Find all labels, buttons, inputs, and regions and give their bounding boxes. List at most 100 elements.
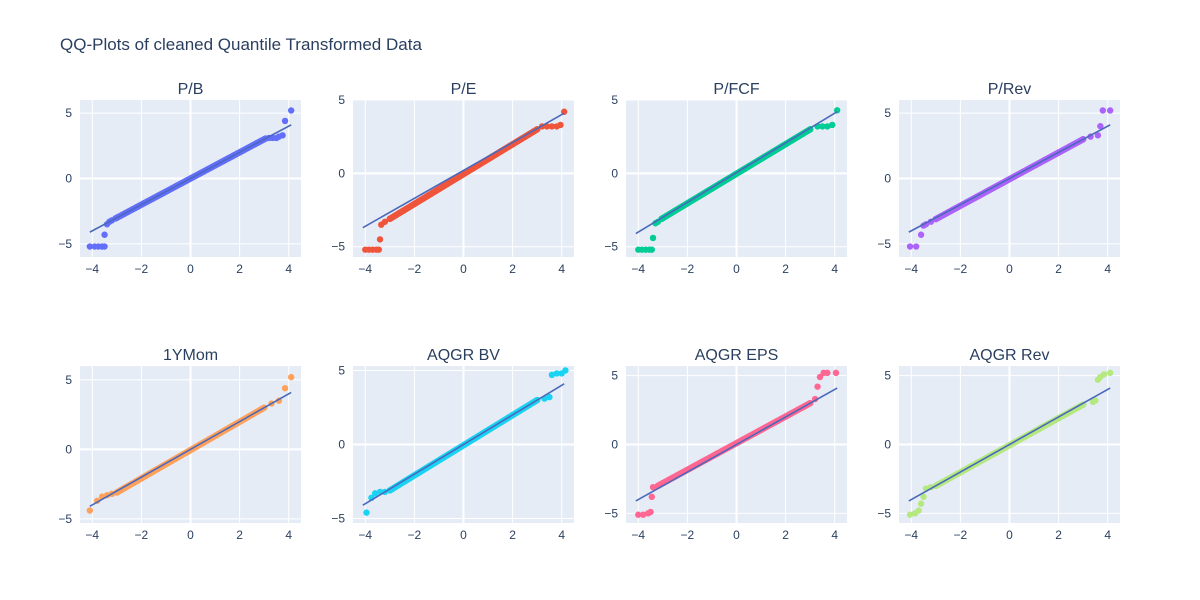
y-tick-label: 0 — [65, 442, 72, 456]
x-tick-label: −2 — [954, 528, 968, 542]
x-tick-label: 0 — [733, 262, 740, 276]
qq-tail-point — [824, 123, 831, 130]
qq-tail-point — [287, 107, 295, 114]
points-p-rev — [906, 107, 1114, 250]
y-tick-label: 5 — [338, 363, 345, 377]
qq-tail-point — [553, 370, 561, 377]
x-tick-label: 0 — [1006, 528, 1013, 542]
x-tick-label: 2 — [782, 528, 789, 542]
qq-tail-point — [281, 117, 289, 125]
y-tick-label: −5 — [604, 240, 618, 254]
subplot-title: P/E — [451, 81, 477, 98]
qq-tail-point — [920, 493, 927, 501]
x-tick-label: 0 — [460, 262, 467, 276]
subplot-aqgr-bv: −4 −2 0 2 4 −5 0 5 AQGR BV — [331, 347, 574, 542]
qq-tail-point — [635, 511, 642, 518]
y-tick-label: 5 — [884, 369, 891, 383]
y-tick-label: 0 — [884, 172, 891, 186]
qq-tail-point — [648, 246, 655, 253]
x-tick-label: −4 — [358, 528, 372, 542]
x-tick-label: 4 — [1104, 262, 1111, 276]
x-tick-label: 4 — [558, 262, 565, 276]
x-tick-label: 0 — [460, 528, 467, 542]
reference-line — [362, 383, 565, 506]
qq-tail-point — [1092, 397, 1099, 404]
qq-tail-point — [281, 385, 289, 392]
x-tick-label: −4 — [85, 528, 99, 542]
reference-line — [362, 112, 565, 229]
x-tick-label: −4 — [631, 528, 645, 542]
y-tick-label: 0 — [884, 438, 891, 452]
subplot-title: AQGR EPS — [695, 347, 779, 364]
qq-tail-point — [86, 507, 94, 514]
reference-line — [635, 111, 838, 235]
subplot-aqgr-rev: −4 −2 0 2 4 −5 0 5 AQGR Rev — [877, 347, 1120, 542]
y-tick-label: −5 — [331, 240, 345, 254]
qq-tail-point — [819, 123, 826, 130]
qq-tail-point — [557, 121, 564, 129]
y-tick-label: 5 — [65, 106, 72, 120]
points-aqgr-rev — [906, 369, 1114, 518]
subplot-title: P/Rev — [988, 81, 1032, 98]
subplot-title: P/B — [178, 81, 204, 98]
qq-tail-point — [101, 231, 108, 238]
subplot-title: AQGR Rev — [969, 347, 1049, 364]
qq-tail-point — [917, 500, 925, 507]
x-tick-label: 0 — [187, 262, 194, 276]
reference-line — [908, 387, 1111, 502]
points-p-fcf — [635, 107, 841, 253]
y-tick-label: −5 — [331, 512, 345, 526]
x-tick-label: −2 — [681, 528, 695, 542]
y-tick-label: 0 — [611, 438, 618, 452]
qq-tail-point — [546, 393, 553, 401]
x-tick-label: 2 — [509, 262, 516, 276]
subplot-p-e: −4 −2 0 2 4 −5 0 5 P/E — [331, 81, 574, 276]
points-1ymom — [86, 373, 295, 514]
subplot-p-b: −4 −2 0 2 4 −5 0 5 P/B — [58, 81, 301, 276]
qq-tail-point — [648, 493, 655, 501]
x-tick-label: 0 — [187, 528, 194, 542]
y-tick-label: 0 — [65, 172, 72, 186]
subplot-grid: −4 −2 0 2 4 −5 0 5 P/B −4 −2 0 2 4 −5 0 5 P/E −4 −2 0 2 4 −5 0 5 P… — [58, 81, 1120, 542]
y-tick-label: 5 — [65, 373, 72, 387]
points-p-e — [362, 108, 568, 253]
qq-tail-point — [1106, 107, 1114, 114]
qq-tail-point — [86, 243, 94, 250]
y-tick-label: 5 — [338, 93, 345, 107]
x-tick-label: −2 — [408, 262, 422, 276]
y-tick-label: −5 — [877, 506, 891, 520]
subplot-aqgr-eps: −4 −2 0 2 4 −5 0 5 AQGR EPS — [604, 347, 847, 542]
reference-line — [635, 387, 838, 502]
x-tick-label: 0 — [1006, 262, 1013, 276]
qq-tail-point — [279, 132, 286, 139]
points-aqgr-bv — [362, 367, 569, 516]
y-tick-label: −5 — [604, 506, 618, 520]
x-tick-label: −2 — [135, 262, 149, 276]
x-tick-label: −4 — [904, 262, 918, 276]
qq-tail-point — [906, 243, 914, 250]
x-tick-label: 4 — [831, 528, 838, 542]
y-tick-label: 5 — [611, 369, 618, 383]
qq-tail-point — [915, 507, 922, 514]
subplot-p-rev: −4 −2 0 2 4 −5 0 5 P/Rev — [877, 81, 1120, 276]
qq-tail-point — [647, 508, 654, 516]
x-tick-label: −4 — [358, 262, 372, 276]
qq-tail-point — [639, 511, 647, 518]
y-tick-label: −5 — [58, 237, 72, 251]
qq-tail-point — [824, 369, 831, 377]
qq-tail-point — [906, 511, 914, 518]
qq-tail-point — [375, 246, 382, 253]
qq-tail-point — [816, 373, 824, 381]
qq-tail-point — [1094, 132, 1102, 139]
x-tick-label: 2 — [236, 528, 243, 542]
qq-tail-point — [548, 371, 556, 379]
points-aqgr-eps — [635, 369, 840, 518]
qq-tail-point — [829, 121, 836, 129]
qq-tail-point — [562, 367, 569, 374]
points-p-b — [86, 107, 295, 250]
y-tick-label: −5 — [877, 237, 891, 251]
y-tick-label: 5 — [884, 106, 891, 120]
reference-line — [89, 391, 292, 508]
y-tick-label: −5 — [58, 512, 72, 526]
qq-tail-point — [1099, 107, 1107, 114]
